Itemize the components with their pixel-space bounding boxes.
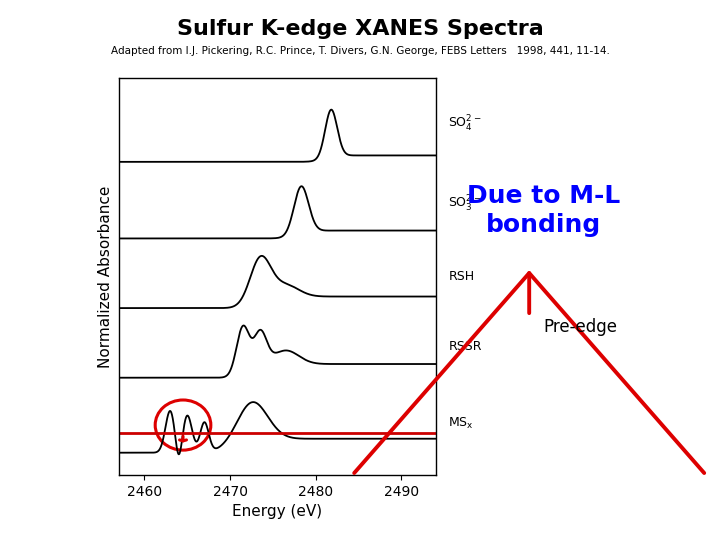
Text: $\mathrm{MS_x}$: $\mathrm{MS_x}$ [449,415,474,430]
Text: RSH: RSH [449,270,474,284]
Text: Adapted from I.J. Pickering, R.C. Prince, T. Divers, G.N. George, FEBS Letters  : Adapted from I.J. Pickering, R.C. Prince… [111,46,609,56]
Text: $\mathrm{SO_4^{2-}}$: $\mathrm{SO_4^{2-}}$ [449,113,482,133]
Text: $\mathrm{SO_3^{2-}}$: $\mathrm{SO_3^{2-}}$ [449,193,482,214]
Y-axis label: Normalized Absorbance: Normalized Absorbance [98,186,113,368]
X-axis label: Energy (eV): Energy (eV) [232,504,323,519]
Text: Pre-edge: Pre-edge [544,318,618,336]
Text: RSSR: RSSR [449,340,482,353]
Text: Sulfur K-edge XANES Spectra: Sulfur K-edge XANES Spectra [176,19,544,39]
Text: Due to M-L
bonding: Due to M-L bonding [467,184,620,238]
